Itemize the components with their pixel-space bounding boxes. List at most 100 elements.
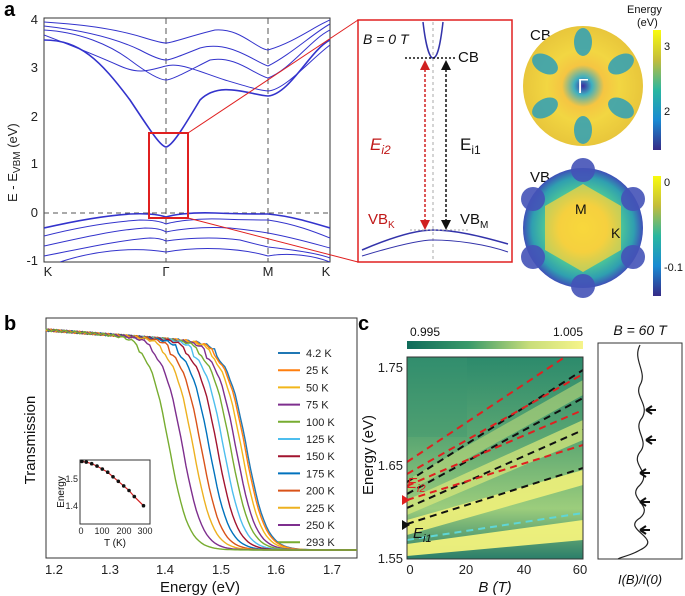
transmission-legend: 4.2 K 25 K 50 K 75 K 100 K 125 K 150 K 175 K 200… — [278, 348, 335, 549]
xtick-m: M — [263, 264, 274, 279]
vb-cbar-tick-0: 0 — [664, 177, 670, 189]
b-xtick-1.4: 1.4 — [156, 562, 174, 577]
zoom-connector-bottom — [187, 217, 359, 263]
inset-xtick-100: 100 — [94, 526, 109, 536]
cb-cbar-title-1: Energy — [627, 4, 662, 16]
inset-point — [121, 484, 126, 488]
c-ylabel: Energy (eV) — [360, 415, 377, 495]
vb-map-lobes — [521, 158, 645, 298]
zoom-vbk-label: VBK — [368, 211, 395, 231]
cb-cbar-title-2: (eV) — [637, 17, 658, 29]
panel-b-letter: b — [4, 313, 16, 335]
transmission-ylabel: Transmission — [22, 396, 39, 485]
c-side-arrows — [639, 405, 656, 535]
transmission-curves — [45, 328, 357, 551]
legend-label: 293 K — [306, 537, 335, 549]
band-lines — [44, 19, 330, 262]
inset-xtick-300: 300 — [137, 526, 152, 536]
c-heatmap-frame — [406, 356, 584, 560]
c-xtick-60: 60 — [573, 562, 587, 577]
xtick-k1: K — [44, 264, 53, 279]
ytick-0: 0 — [31, 205, 38, 220]
c-xtick-20: 20 — [459, 562, 473, 577]
transmission-xlabel: Energy (eV) — [160, 579, 240, 596]
cb-cbar-tick-2: 2 — [664, 106, 670, 118]
cb-map-gamma: Γ — [577, 76, 588, 98]
c-ytick-1.65: 1.65 — [378, 458, 403, 473]
transmission-chart: 4.2 K 25 K 50 K 75 K 100 K 125 K 150 K 175 K 200… — [22, 317, 358, 596]
zoom-box — [148, 132, 189, 219]
c-ei1-label: Ei1 — [413, 525, 432, 545]
legend-label: 250 K — [306, 520, 335, 532]
inset-point — [84, 460, 89, 464]
magneto-transmission-map: 0.995 1.005 Ei2 Ei1 — [360, 325, 587, 596]
inset-ytick-1.4: 1.4 — [65, 501, 78, 511]
legend-label: 75 K — [306, 400, 329, 412]
ytick-4: 4 — [31, 12, 38, 27]
ytick-3: 3 — [31, 60, 38, 75]
zoom-vb-band — [361, 229, 509, 251]
inset-point — [116, 479, 121, 484]
band-yticks: 4 3 2 1 0 -1 — [26, 12, 38, 268]
inset-point — [127, 488, 131, 493]
legend-label: 225 K — [306, 503, 335, 515]
b-xtick-1.6: 1.6 — [267, 562, 285, 577]
cb-map-disk — [523, 26, 643, 146]
b-xtick-1.7: 1.7 — [323, 562, 341, 577]
c-xticks: 0 20 40 60 — [406, 562, 587, 577]
transmission-curve-293K — [45, 328, 357, 551]
ei2-arrowhead-down — [420, 220, 430, 230]
zoom-connector-top — [187, 19, 359, 134]
zoom-inset: B = 0 T CB Ei2 Ei1 VBK VBM — [357, 19, 513, 263]
c-ei1-marker — [402, 520, 410, 530]
inset-point — [105, 470, 110, 475]
c-xlabel: B (T) — [478, 579, 511, 596]
vb-cbar-tick-neg: -0.1 — [664, 262, 683, 274]
vb-energy-map: VB M K 0 -0.1 — [521, 158, 683, 298]
c-ytick-1.75: 1.75 — [378, 360, 403, 375]
legend-label: 200 K — [306, 486, 335, 498]
xtick-gamma: Γ — [162, 264, 169, 279]
ei1-arrowhead-up — [441, 60, 451, 70]
c-colorbar — [407, 341, 583, 349]
zoom-ei1-label: Ei1 — [460, 135, 481, 157]
band-xticks: K Γ M K — [44, 264, 331, 279]
inset-ylabel: Energy — [56, 476, 67, 508]
inset-point — [141, 503, 146, 508]
legend-label: 4.2 K — [306, 348, 332, 360]
cb-map-lobes — [532, 28, 634, 144]
zoom-vb-band-2 — [361, 239, 509, 257]
cb-colorbar — [653, 30, 661, 150]
c-side-frame — [597, 342, 683, 560]
cb-energy-map: CB Γ Energy (eV) 3 2 — [523, 4, 670, 150]
b-xtick-1.2: 1.2 — [45, 562, 63, 577]
band-plot-frame — [43, 17, 331, 263]
zoom-frame — [357, 19, 513, 263]
c-side-trace: B = 60 T I(B)/I(0) — [597, 322, 683, 587]
c-side-xlabel: I(B)/I(0) — [618, 572, 662, 587]
c-yticks: 1.75 1.65 1.55 — [378, 360, 403, 566]
ytick-neg1: -1 — [26, 253, 38, 268]
vb-map-m: M — [575, 201, 587, 217]
legend-label: 125 K — [306, 434, 335, 446]
legend-label: 25 K — [306, 365, 329, 377]
inset-point — [132, 494, 137, 499]
zoom-vbm-label: VBM — [460, 211, 488, 231]
transmission-frame — [45, 317, 358, 559]
b-xtick-1.3: 1.3 — [101, 562, 119, 577]
legend-label: 175 K — [306, 468, 335, 480]
inset-point — [100, 467, 105, 471]
c-ei2-label: Ei2 — [407, 475, 426, 495]
inset-marks — [80, 459, 146, 508]
vb-map-k: K — [611, 225, 621, 241]
c-cbar-max: 1.005 — [553, 325, 583, 339]
vb-colorbar — [653, 176, 661, 296]
inset-xtick-200: 200 — [116, 526, 131, 536]
ytick-2: 2 — [31, 109, 38, 124]
c-side-title: B = 60 T — [613, 322, 668, 338]
ei2-arrowhead-up — [420, 60, 430, 70]
inset-ticks: 0 100 200 300 1.5 1.4 — [65, 474, 152, 536]
panel-a-letter: a — [4, 0, 16, 21]
c-cbar-min: 0.995 — [410, 325, 440, 339]
